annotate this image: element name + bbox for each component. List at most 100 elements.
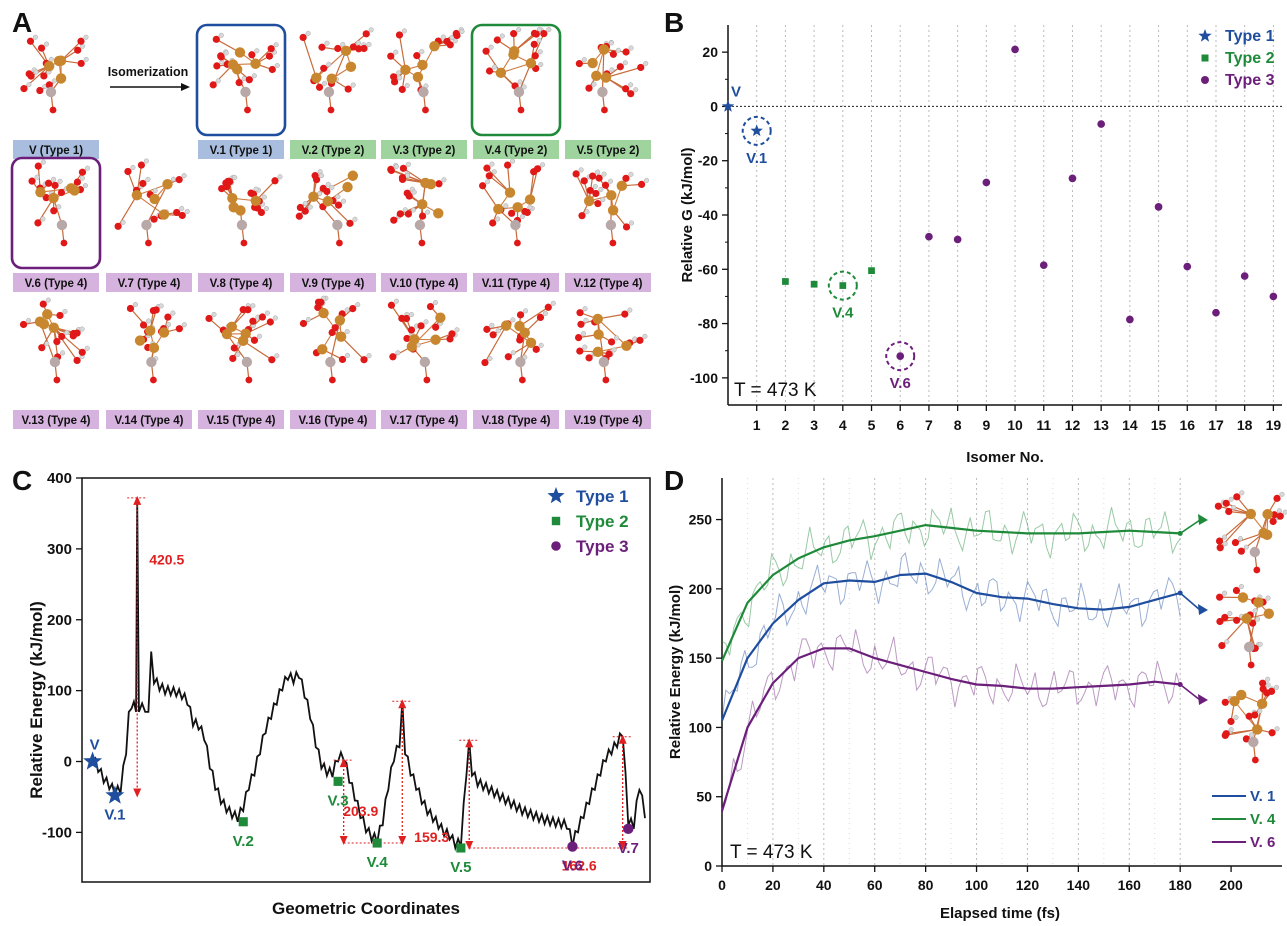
hydrogen-atom bbox=[510, 350, 516, 356]
cluster-bond bbox=[327, 200, 351, 224]
hydrogen-atom bbox=[79, 326, 85, 332]
oxygen-atom bbox=[299, 33, 307, 42]
hydrogen-atom bbox=[223, 50, 229, 56]
oxygen-atom bbox=[249, 317, 257, 325]
plot-frame bbox=[81, 477, 651, 883]
oxygen-atom bbox=[637, 63, 645, 72]
molecule-v-17 bbox=[387, 298, 460, 384]
state-label: V.4 bbox=[367, 854, 389, 871]
oxygen-atom bbox=[57, 188, 66, 197]
iron-atom bbox=[1252, 724, 1263, 735]
silicon-atom bbox=[332, 219, 343, 231]
barrier-arrow-icon bbox=[398, 836, 407, 846]
molecule-v-14 bbox=[126, 301, 187, 384]
x-tick-label: 12 bbox=[1065, 417, 1081, 433]
hydrogen-atom bbox=[454, 327, 460, 333]
oxygen-atom bbox=[622, 48, 630, 56]
cluster-bond bbox=[302, 37, 317, 78]
hydrogen-atom bbox=[1233, 714, 1239, 720]
oxygen-atom bbox=[265, 52, 274, 60]
hydrogen-atom bbox=[158, 303, 164, 309]
oxygen-atom bbox=[531, 52, 539, 60]
hydrogen-atom bbox=[393, 298, 399, 304]
oxygen-atom bbox=[514, 239, 521, 247]
oxygen-atom bbox=[518, 376, 526, 384]
hydrogen-atom bbox=[84, 345, 90, 351]
iron-atom bbox=[43, 61, 55, 72]
molecule-v-9 bbox=[295, 169, 359, 247]
hydrogen-atom bbox=[146, 318, 152, 324]
hydrogen-atom bbox=[143, 158, 149, 164]
oxygen-atom bbox=[336, 239, 343, 247]
hydrogen-atom bbox=[33, 69, 39, 75]
hydrogen-atom bbox=[132, 301, 138, 307]
x-tick-label: 19 bbox=[1266, 417, 1282, 433]
highlight-circle bbox=[741, 115, 772, 146]
y-tick-label: 250 bbox=[689, 512, 713, 528]
molecule-v-18 bbox=[481, 300, 556, 384]
oxygen-atom bbox=[338, 355, 347, 364]
silicon-atom bbox=[513, 86, 525, 98]
molecule-v-2 bbox=[299, 27, 374, 114]
oxygen-atom bbox=[391, 78, 399, 86]
oxygen-atom bbox=[124, 167, 132, 176]
iron-atom bbox=[227, 59, 239, 70]
hydrogen-atom bbox=[145, 176, 151, 182]
hydrogen-atom bbox=[488, 44, 494, 50]
iron-atom bbox=[412, 71, 424, 83]
hydrogen-atom bbox=[578, 167, 584, 173]
oxygen-atom bbox=[349, 305, 357, 313]
state-marker-v-4 bbox=[372, 838, 382, 848]
oxygen-atom bbox=[295, 212, 303, 220]
isomer-label: V.16 (Type 4) bbox=[298, 415, 367, 427]
oxygen-atom bbox=[453, 31, 461, 40]
iron-atom bbox=[226, 321, 238, 333]
oxygen-atom bbox=[389, 353, 397, 361]
oxygen-atom bbox=[301, 207, 309, 215]
hydrogen-atom bbox=[184, 208, 190, 214]
oxygen-atom bbox=[422, 106, 429, 114]
oxygen-atom bbox=[60, 239, 68, 247]
hydrogen-atom bbox=[521, 84, 527, 90]
cluster-bond bbox=[601, 49, 605, 93]
oxygen-atom bbox=[1237, 547, 1245, 555]
hydrogen-atom bbox=[51, 78, 57, 84]
x-tick-label: 3 bbox=[810, 417, 818, 433]
arrow-head-icon bbox=[1198, 604, 1208, 615]
hydrogen-atom bbox=[1279, 491, 1285, 497]
hydrogen-atom bbox=[44, 41, 50, 47]
y-axis-label: Relative Energy (kJ/mol) bbox=[27, 601, 46, 798]
energy-profile-line bbox=[91, 497, 646, 852]
highlight-box-v-6 bbox=[10, 156, 102, 270]
oxygen-atom bbox=[1273, 494, 1281, 502]
state-label: V bbox=[90, 737, 100, 754]
molecule-v4-final bbox=[1214, 490, 1287, 574]
y-tick-label: -60 bbox=[698, 261, 718, 277]
x-tick-label: 5 bbox=[868, 417, 876, 433]
isomer-label-bg bbox=[13, 140, 99, 159]
iron-atom bbox=[409, 334, 420, 345]
iron-atom bbox=[162, 179, 173, 190]
y-tick-label: -20 bbox=[698, 153, 718, 169]
hydrogen-atom bbox=[622, 60, 628, 66]
oxygen-atom bbox=[73, 178, 82, 186]
iron-atom bbox=[600, 72, 612, 83]
oxygen-atom bbox=[387, 166, 395, 175]
hydrogen-atom bbox=[83, 34, 89, 40]
molecule-v-3 bbox=[387, 27, 465, 114]
oxygen-atom bbox=[268, 65, 276, 74]
iron-atom bbox=[512, 202, 523, 213]
cluster-bond bbox=[519, 306, 549, 327]
y-tick-label: 0 bbox=[704, 858, 712, 874]
oxygen-atom bbox=[578, 212, 586, 220]
oxygen-atom bbox=[258, 313, 267, 321]
state-label: V.1 bbox=[104, 807, 125, 824]
panel-letter-c: C bbox=[12, 465, 32, 496]
cluster-bond bbox=[145, 183, 169, 226]
hydrogen-atom bbox=[83, 56, 89, 62]
hydrogen-atom bbox=[326, 61, 332, 67]
molecule-v6-final bbox=[1221, 676, 1280, 764]
hydrogen-atom bbox=[170, 176, 176, 182]
hydrogen-atom bbox=[1248, 732, 1254, 738]
legend-label: Type 1 bbox=[576, 487, 629, 506]
